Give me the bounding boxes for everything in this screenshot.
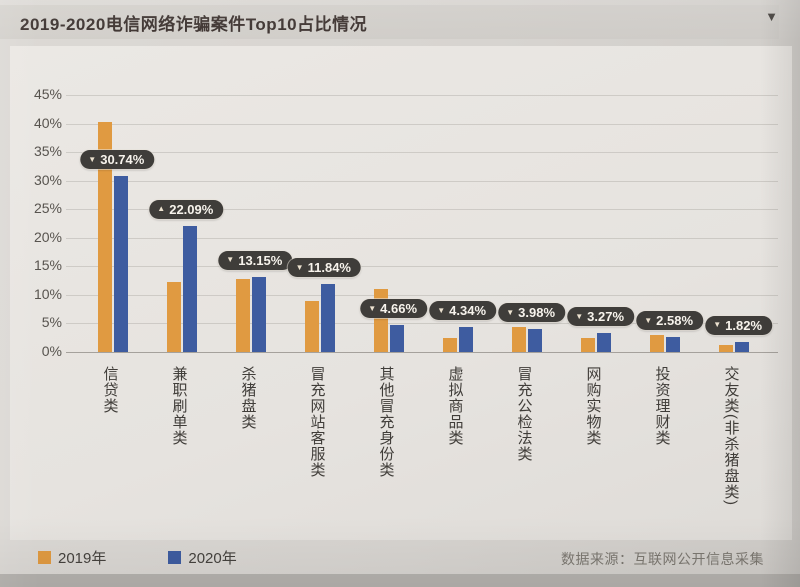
data-label-badge: ▼ 11.84% <box>287 258 361 278</box>
trend-down-icon: ▼ <box>437 305 446 315</box>
data-label-badge: ▼ 30.74% <box>80 150 155 170</box>
gridline <box>66 323 778 325</box>
data-label-value: 3.27% <box>587 309 625 325</box>
data-label-value: 30.74% <box>100 152 145 168</box>
category-label: 信贷类 <box>101 366 119 414</box>
legend-item: 2019年 <box>38 547 106 568</box>
trend-down-icon: ▼ <box>226 255 235 265</box>
data-label-badge: ▼ 1.82% <box>705 315 773 335</box>
y-axis-tick-label: 40% <box>33 114 62 131</box>
data-label-badge: ▼ 3.98% <box>498 303 566 323</box>
page-title: 2019-2020电信网络诈骗案件Top10占比情况 <box>20 14 368 34</box>
gridline <box>66 352 778 353</box>
y-axis-tick-label: 15% <box>33 257 62 274</box>
y-axis-tick-label: 30% <box>33 171 62 188</box>
y-axis-tick-label: 20% <box>33 228 62 245</box>
gridline <box>66 209 778 211</box>
legend-swatch <box>168 551 182 564</box>
category-label: 杀猪盘类 <box>239 366 257 430</box>
bar-2020 <box>528 329 542 352</box>
bar-2019 <box>581 337 595 352</box>
data-source-text: 数据来源：互联网公开信息采集 <box>561 551 764 567</box>
gridline <box>66 180 778 182</box>
gridline <box>66 294 778 296</box>
legend-label: 2020年 <box>188 550 237 567</box>
data-label-value: 22.09% <box>169 201 214 217</box>
bar-2020 <box>390 325 404 352</box>
category-label: 冒充网站客服类 <box>308 366 326 478</box>
y-axis-tick-label: 45% <box>33 86 62 102</box>
gridline <box>66 266 778 268</box>
category-label: 交友类(非杀猪盘类) <box>722 366 740 506</box>
bar-2019 <box>98 122 112 352</box>
y-axis-tick-label: 25% <box>33 200 62 217</box>
bar-2020 <box>321 284 335 352</box>
data-label-badge: ▼ 2.58% <box>636 311 704 331</box>
data-label-badge: ▼ 13.15% <box>218 250 293 270</box>
category-label: 网购实物类 <box>584 366 602 446</box>
chart-panel <box>10 46 792 540</box>
collapse-chevron-icon[interactable]: ▼ <box>765 9 778 24</box>
data-label-badge: ▼ 4.34% <box>429 301 497 321</box>
bar-2020 <box>114 176 128 352</box>
chart-legend: 2019年 2020年 <box>38 547 237 568</box>
legend-item: 2020年 <box>168 547 237 568</box>
y-axis-tick-label: 10% <box>33 285 62 302</box>
category-label: 投资理财类 <box>653 366 671 446</box>
y-axis-tick-label: 5% <box>41 314 62 331</box>
trend-up-icon: ▲ <box>157 204 166 214</box>
bar-2019 <box>236 278 250 352</box>
bar-2019 <box>650 335 664 352</box>
bar-2019 <box>305 300 319 352</box>
gridline <box>66 152 778 154</box>
bar-2019 <box>719 344 733 352</box>
gridline <box>66 123 778 125</box>
legend-swatch <box>38 551 51 564</box>
y-axis-tick-label: 0% <box>41 343 62 359</box>
category-label: 冒充公检法类 <box>515 366 533 462</box>
category-label: 虚拟商品类 <box>446 366 464 446</box>
trend-down-icon: ▼ <box>506 307 515 317</box>
gridline <box>66 237 778 239</box>
bar-2020 <box>459 327 473 352</box>
data-label-value: 3.98% <box>518 305 556 321</box>
data-label-badge: ▼ 4.66% <box>360 299 428 319</box>
data-label-value: 4.34% <box>449 303 487 319</box>
data-label-badge: ▼ 3.27% <box>567 307 635 327</box>
bar-2020 <box>666 337 680 352</box>
title-bar: 2019-2020电信网络诈骗案件Top10占比情况 <box>0 5 779 39</box>
gridline <box>66 95 778 96</box>
trend-down-icon: ▼ <box>575 311 584 321</box>
bar-2019 <box>167 282 181 352</box>
trend-down-icon: ▼ <box>368 303 377 313</box>
data-label-value: 4.66% <box>380 301 418 317</box>
y-axis-tick-label: 35% <box>33 143 62 160</box>
trend-down-icon: ▼ <box>713 320 722 330</box>
category-label: 兼职刷单类 <box>170 366 188 446</box>
bar-2019 <box>443 337 457 352</box>
trend-down-icon: ▼ <box>644 315 653 325</box>
bar-2020 <box>183 225 197 352</box>
data-label-value: 13.15% <box>238 252 283 268</box>
trend-down-icon: ▼ <box>295 262 304 272</box>
bar-2020 <box>735 341 749 352</box>
data-label-badge: ▲ 22.09% <box>149 199 224 219</box>
bar-2019 <box>512 326 526 352</box>
data-label-value: 11.84% <box>307 260 351 276</box>
data-label-value: 2.58% <box>656 313 694 329</box>
bar-2020 <box>597 333 611 352</box>
category-label: 其他冒充身份类 <box>377 366 395 478</box>
bottom-divider <box>0 574 800 587</box>
trend-down-icon: ▼ <box>88 154 97 164</box>
data-label-value: 1.82% <box>725 317 763 333</box>
legend-label: 2019年 <box>58 550 107 567</box>
bar-2020 <box>252 276 266 352</box>
